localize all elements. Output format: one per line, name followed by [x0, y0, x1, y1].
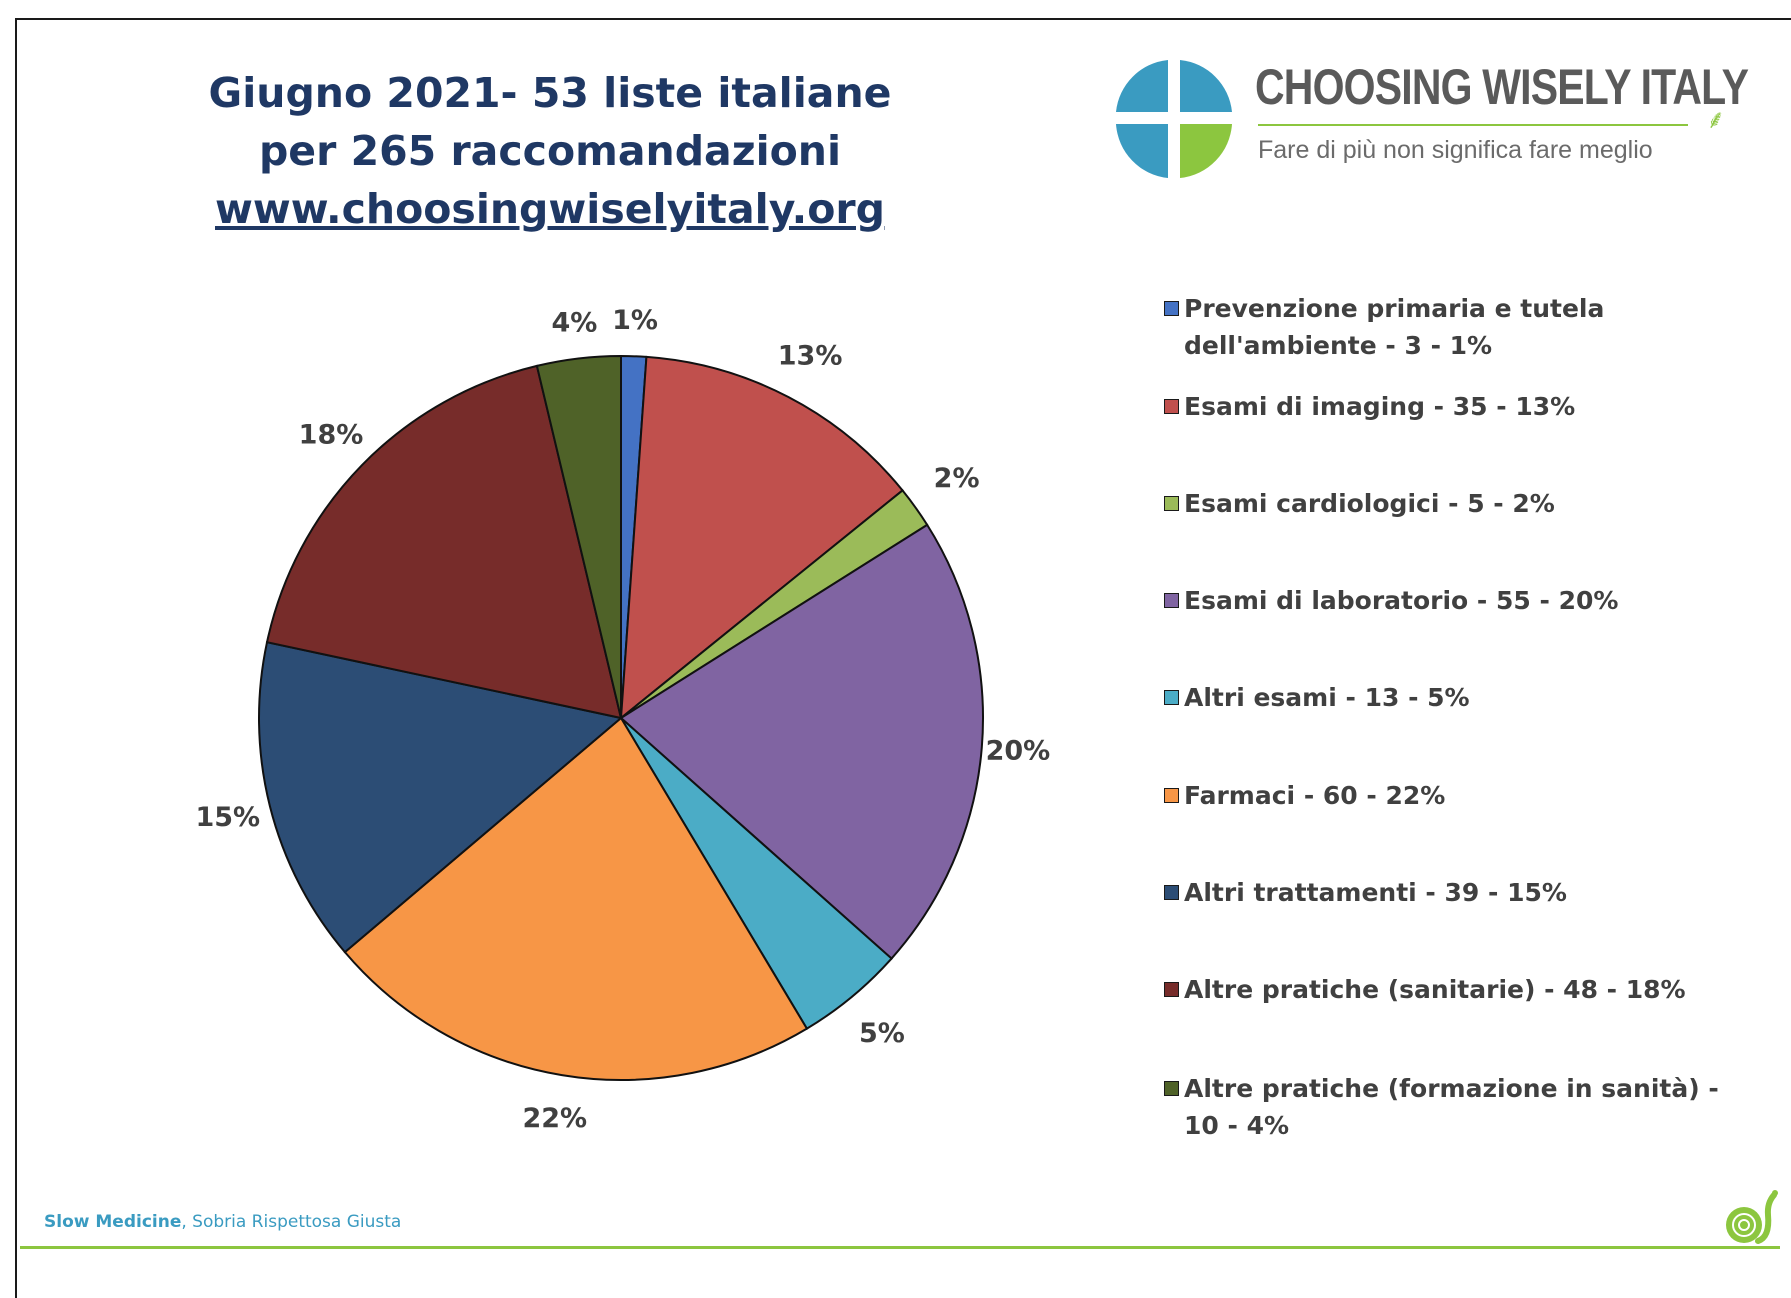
- footer-brand-name: Slow Medicine: [44, 1212, 182, 1232]
- pie-data-label: 18%: [299, 420, 364, 451]
- title-line-2: per 265 raccomandazioni: [258, 127, 842, 175]
- logo-tagline: Fare di più non significa fare meglio: [1258, 136, 1653, 164]
- pie-data-label: 20%: [986, 736, 1051, 767]
- legend-swatch: [1164, 399, 1179, 414]
- legend-item: Prevenzione primaria e tutela dell'ambie…: [1162, 290, 1762, 364]
- legend-label: Esami cardiologici - 5 - 2%: [1184, 489, 1555, 518]
- footer-tagline: , Sobria Rispettosa Giusta: [181, 1212, 402, 1232]
- pie-data-label: 5%: [859, 1018, 905, 1049]
- pie-data-label: 2%: [934, 463, 980, 494]
- slow-medicine-snail-icon: [1726, 1190, 1778, 1244]
- legend-label: Altre pratiche (sanitarie) - 48 - 18%: [1184, 975, 1686, 1004]
- legend-item: Altri esami - 13 - 5%: [1162, 679, 1762, 716]
- legend-item: Altri trattamenti - 39 - 15%: [1162, 874, 1762, 911]
- legend-swatch: [1164, 593, 1179, 608]
- legend-label: Esami di laboratorio - 55 - 20%: [1184, 586, 1619, 615]
- legend-label: Altre pratiche (formazione in sanità) - …: [1184, 1074, 1719, 1140]
- legend-swatch: [1164, 690, 1179, 705]
- pie-slice: [258, 640, 624, 954]
- pie-labels: 1% 13% 2% 20% 5% 22% 15% 18% 4%: [195, 305, 1050, 1134]
- logo-divider: [1258, 124, 1688, 126]
- footer-brand: Slow Medicine, Sobria Rispettosa Giusta: [44, 1212, 401, 1232]
- pie-slice: [619, 523, 984, 960]
- legend-label: Prevenzione primaria e tutela dell'ambie…: [1184, 294, 1605, 360]
- snail-icon: ⸙: [1706, 105, 1726, 135]
- footer-divider: [20, 1246, 1780, 1249]
- pie-slice: [265, 364, 623, 720]
- pie-data-label: 13%: [778, 340, 843, 371]
- legend-swatch: [1164, 1081, 1179, 1096]
- pie-slice: [343, 716, 809, 1081]
- legend-item: Esami di imaging - 35 - 13%: [1162, 388, 1762, 425]
- legend-swatch: [1164, 496, 1179, 511]
- legend-item: Esami di laboratorio - 55 - 20%: [1162, 582, 1762, 619]
- legend-swatch: [1164, 788, 1179, 803]
- pie-slice: [619, 355, 904, 721]
- legend-swatch: [1164, 885, 1179, 900]
- pie-chart: 1% 13% 2% 20% 5% 22% 15% 18% 4%: [195, 305, 1050, 1134]
- legend-item: Altre pratiche (sanitarie) - 48 - 18%: [1162, 971, 1762, 1008]
- legend-item: Farmaci - 60 - 22%: [1162, 777, 1762, 814]
- legend-label: Altri esami - 13 - 5%: [1184, 683, 1470, 712]
- logo-cross-icon: [1116, 60, 1232, 178]
- website-link[interactable]: www.choosingwiselyitaly.org: [215, 185, 885, 233]
- pie-data-label: 4%: [551, 308, 597, 339]
- pie-slice: [535, 354, 622, 719]
- title-line-1: Giugno 2021- 53 liste italiane: [208, 69, 892, 117]
- legend-label: Altri trattamenti - 39 - 15%: [1184, 878, 1567, 907]
- legend-label: Farmaci - 60 - 22%: [1184, 781, 1446, 810]
- slide-frame: [15, 18, 1791, 1298]
- legend-swatch: [1164, 301, 1179, 316]
- legend-swatch: [1164, 982, 1179, 997]
- logo-name: CHOOSING WISELY ITALY: [1255, 59, 1749, 115]
- legend-item: Altre pratiche (formazione in sanità) - …: [1162, 1070, 1762, 1144]
- pie-data-label: 15%: [195, 802, 260, 833]
- pie-data-label: 1%: [612, 305, 658, 336]
- legend-label: Esami di imaging - 35 - 13%: [1184, 392, 1576, 421]
- pie-slices: [258, 354, 984, 1081]
- legend-item: Esami cardiologici - 5 - 2%: [1162, 485, 1762, 522]
- pie-data-label: 22%: [522, 1103, 587, 1134]
- slide-title: Giugno 2021- 53 liste italiane per 265 r…: [200, 64, 900, 238]
- choosing-wisely-logo: CHOOSING WISELY ITALY ⸙ Fare di più non …: [1110, 56, 1750, 186]
